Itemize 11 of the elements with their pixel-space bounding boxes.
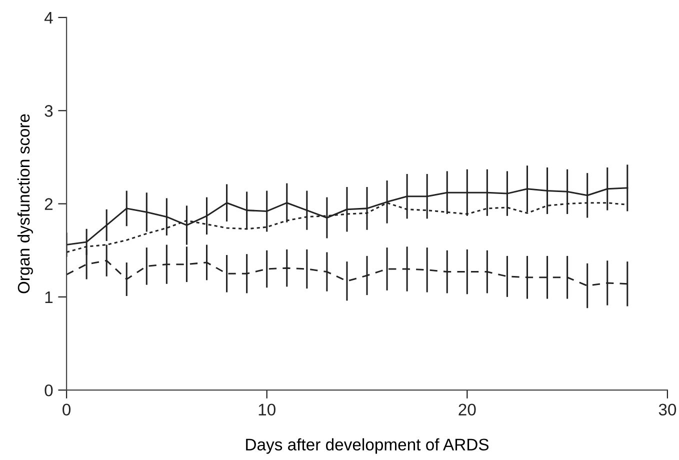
x-axis-title: Days after development of ARDS — [246, 438, 489, 454]
x-tick-label: 20 — [458, 404, 476, 416]
y-axis-title: Organ dysfunction score — [17, 114, 33, 294]
x-tick-label: 30 — [658, 404, 676, 416]
y-tick-label: 2 — [44, 198, 53, 210]
y-tick-label: 3 — [44, 105, 53, 117]
y-tick-label: 1 — [45, 292, 53, 303]
y-tick-label: 0 — [44, 384, 53, 396]
y-tick-label: 4 — [44, 12, 53, 24]
x-tick-label: 0 — [62, 404, 71, 416]
x-tick-label: 10 — [258, 404, 276, 416]
